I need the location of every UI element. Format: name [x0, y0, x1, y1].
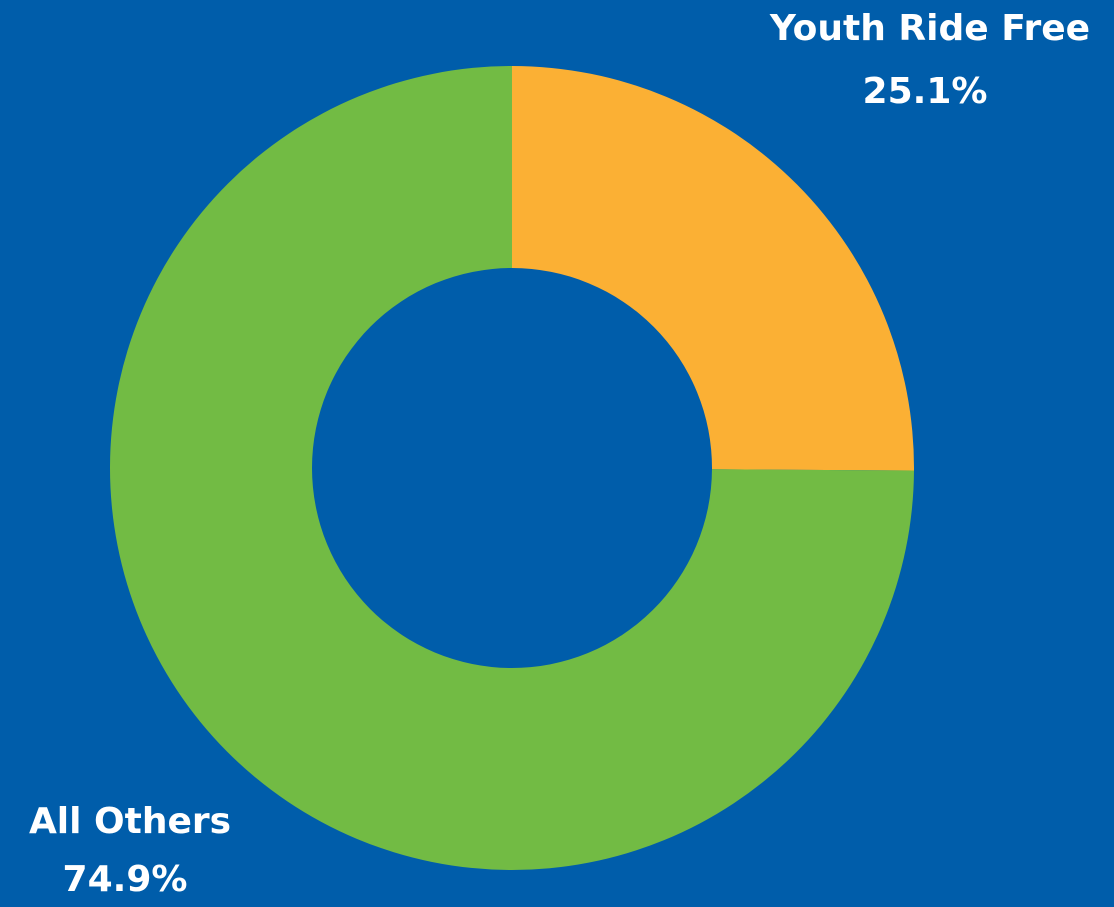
- donut-slice: [512, 66, 914, 471]
- slice-label: Youth Ride Free: [769, 8, 1090, 49]
- slice-label: All Others: [29, 801, 231, 842]
- donut: [109, 66, 914, 870]
- slice-value-label: 74.9%: [63, 859, 188, 900]
- donut-slice: [109, 66, 914, 870]
- slice-value-label: 25.1%: [863, 71, 988, 112]
